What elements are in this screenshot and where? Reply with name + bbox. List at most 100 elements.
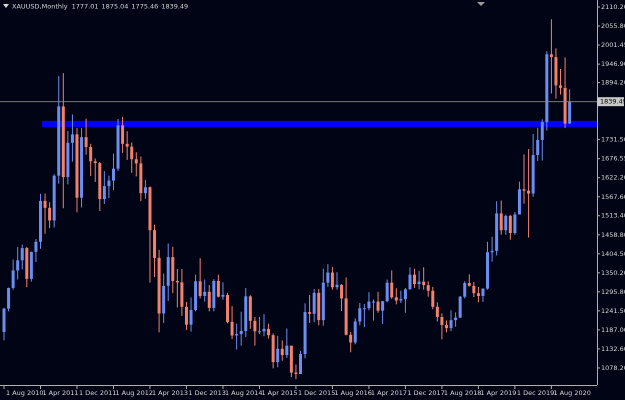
y-tick-label: 2110.20 <box>601 3 625 11</box>
candle-body <box>98 163 102 200</box>
candle-body <box>444 325 448 329</box>
candle-body <box>431 290 435 307</box>
candle-body <box>422 281 426 286</box>
candle-body <box>376 301 380 311</box>
symbol-label: XAUUSD,Monthly <box>12 3 68 11</box>
x-tick-label: 1 Aug 2014 <box>225 389 263 397</box>
candle-body <box>399 299 403 301</box>
candle-body <box>25 248 29 279</box>
x-tick-label: 1 Dec 2013 <box>188 389 225 397</box>
y-tick-label: 2001.45 <box>601 41 625 49</box>
candle-body <box>367 301 371 309</box>
candle-body <box>303 312 307 355</box>
candle-body <box>207 291 211 308</box>
candle-body <box>403 289 407 300</box>
candle-body <box>89 146 93 162</box>
candle-body <box>16 260 20 271</box>
candle-body <box>171 257 175 281</box>
candle-body <box>116 125 120 169</box>
candle-body <box>121 125 125 144</box>
candle-body <box>43 200 47 208</box>
candle-body <box>495 213 499 251</box>
y-tick-label: 1567.60 <box>601 193 625 201</box>
candle-body <box>102 186 106 200</box>
candle-body <box>408 274 412 290</box>
candle-body <box>440 316 444 326</box>
candle-body <box>66 142 70 178</box>
candle-body <box>463 283 467 297</box>
current-price-label: 1839.49 <box>600 98 625 106</box>
candle-body <box>394 297 398 301</box>
candle-body <box>38 200 42 242</box>
candle-body <box>312 292 316 314</box>
candle-body <box>340 284 344 299</box>
candle-body <box>29 251 33 279</box>
candle-body <box>568 101 572 124</box>
y-tick-label: 2055.80 <box>601 22 625 30</box>
x-tick-label: 1 Apr 2017 <box>371 389 407 397</box>
candle-body <box>216 280 220 297</box>
candle-body <box>385 282 389 302</box>
candle-body <box>449 320 453 329</box>
candle-body <box>7 287 11 309</box>
candle-body <box>111 168 115 181</box>
candle-body <box>330 272 334 288</box>
candle-body <box>61 106 65 178</box>
candle-body <box>203 291 207 296</box>
x-tick-label: 1 Dec 2011 <box>79 389 116 397</box>
x-tick-label: 1 Aug 2012 <box>115 389 153 397</box>
candle-body <box>48 207 52 221</box>
ohlc-open: 1777.01 <box>72 3 99 11</box>
y-tick-label: 1295.80 <box>601 288 625 296</box>
candle-body <box>522 189 526 191</box>
candle-body <box>230 321 234 336</box>
candle-body <box>189 309 193 325</box>
y-tick-label: 1458.80 <box>601 231 625 239</box>
x-tick-label: 1 Aug 2018 <box>444 389 482 397</box>
y-tick-label: 1350.20 <box>601 269 625 277</box>
candle-body <box>34 241 38 252</box>
candle-body <box>248 296 252 321</box>
candle-body <box>426 285 430 291</box>
candle-body <box>130 146 134 160</box>
candle-body <box>184 306 188 325</box>
candle-body <box>180 282 184 307</box>
candle-body <box>335 284 339 288</box>
candle-body <box>143 187 147 194</box>
y-tick-label: 1078.20 <box>601 364 625 372</box>
candle-body <box>162 285 166 314</box>
shift-marker[interactable] <box>477 2 485 6</box>
x-tick-label: 1 Aug 2020 <box>553 389 591 397</box>
plot-area <box>0 19 597 380</box>
candle-body <box>472 285 476 294</box>
candle-body <box>481 288 485 296</box>
candle-body <box>517 189 521 215</box>
candle-body <box>413 274 417 285</box>
chart-title: XAUUSD,Monthly 1777.01 1875.04 1775.46 1839.… <box>12 3 188 11</box>
candle-body <box>545 54 549 123</box>
candle-body <box>75 134 79 198</box>
candle-body <box>52 175 56 221</box>
y-tick-label: 1731.50 <box>601 135 625 143</box>
candle-body <box>353 321 357 343</box>
candle-body <box>280 348 284 356</box>
y-tick-label: 1187.00 <box>601 326 625 334</box>
candle-body <box>381 301 385 311</box>
candle-body <box>349 334 353 343</box>
menu-arrow[interactable] <box>3 4 9 8</box>
candle-body <box>454 317 458 321</box>
y-tick-label: 1513.40 <box>601 212 625 220</box>
candle-body <box>84 137 88 147</box>
y-tick-label: 1132.60 <box>601 345 625 353</box>
candle-body <box>504 215 508 231</box>
candle-body <box>57 106 61 176</box>
candle-body <box>157 257 161 314</box>
candle-body <box>321 282 325 321</box>
candle-body <box>536 139 540 156</box>
candle-body <box>299 354 302 374</box>
x-tick-label: 1 Apr 2011 <box>42 389 78 397</box>
candle-body <box>531 155 535 194</box>
candle-body <box>371 301 375 303</box>
candle-body <box>198 281 202 296</box>
